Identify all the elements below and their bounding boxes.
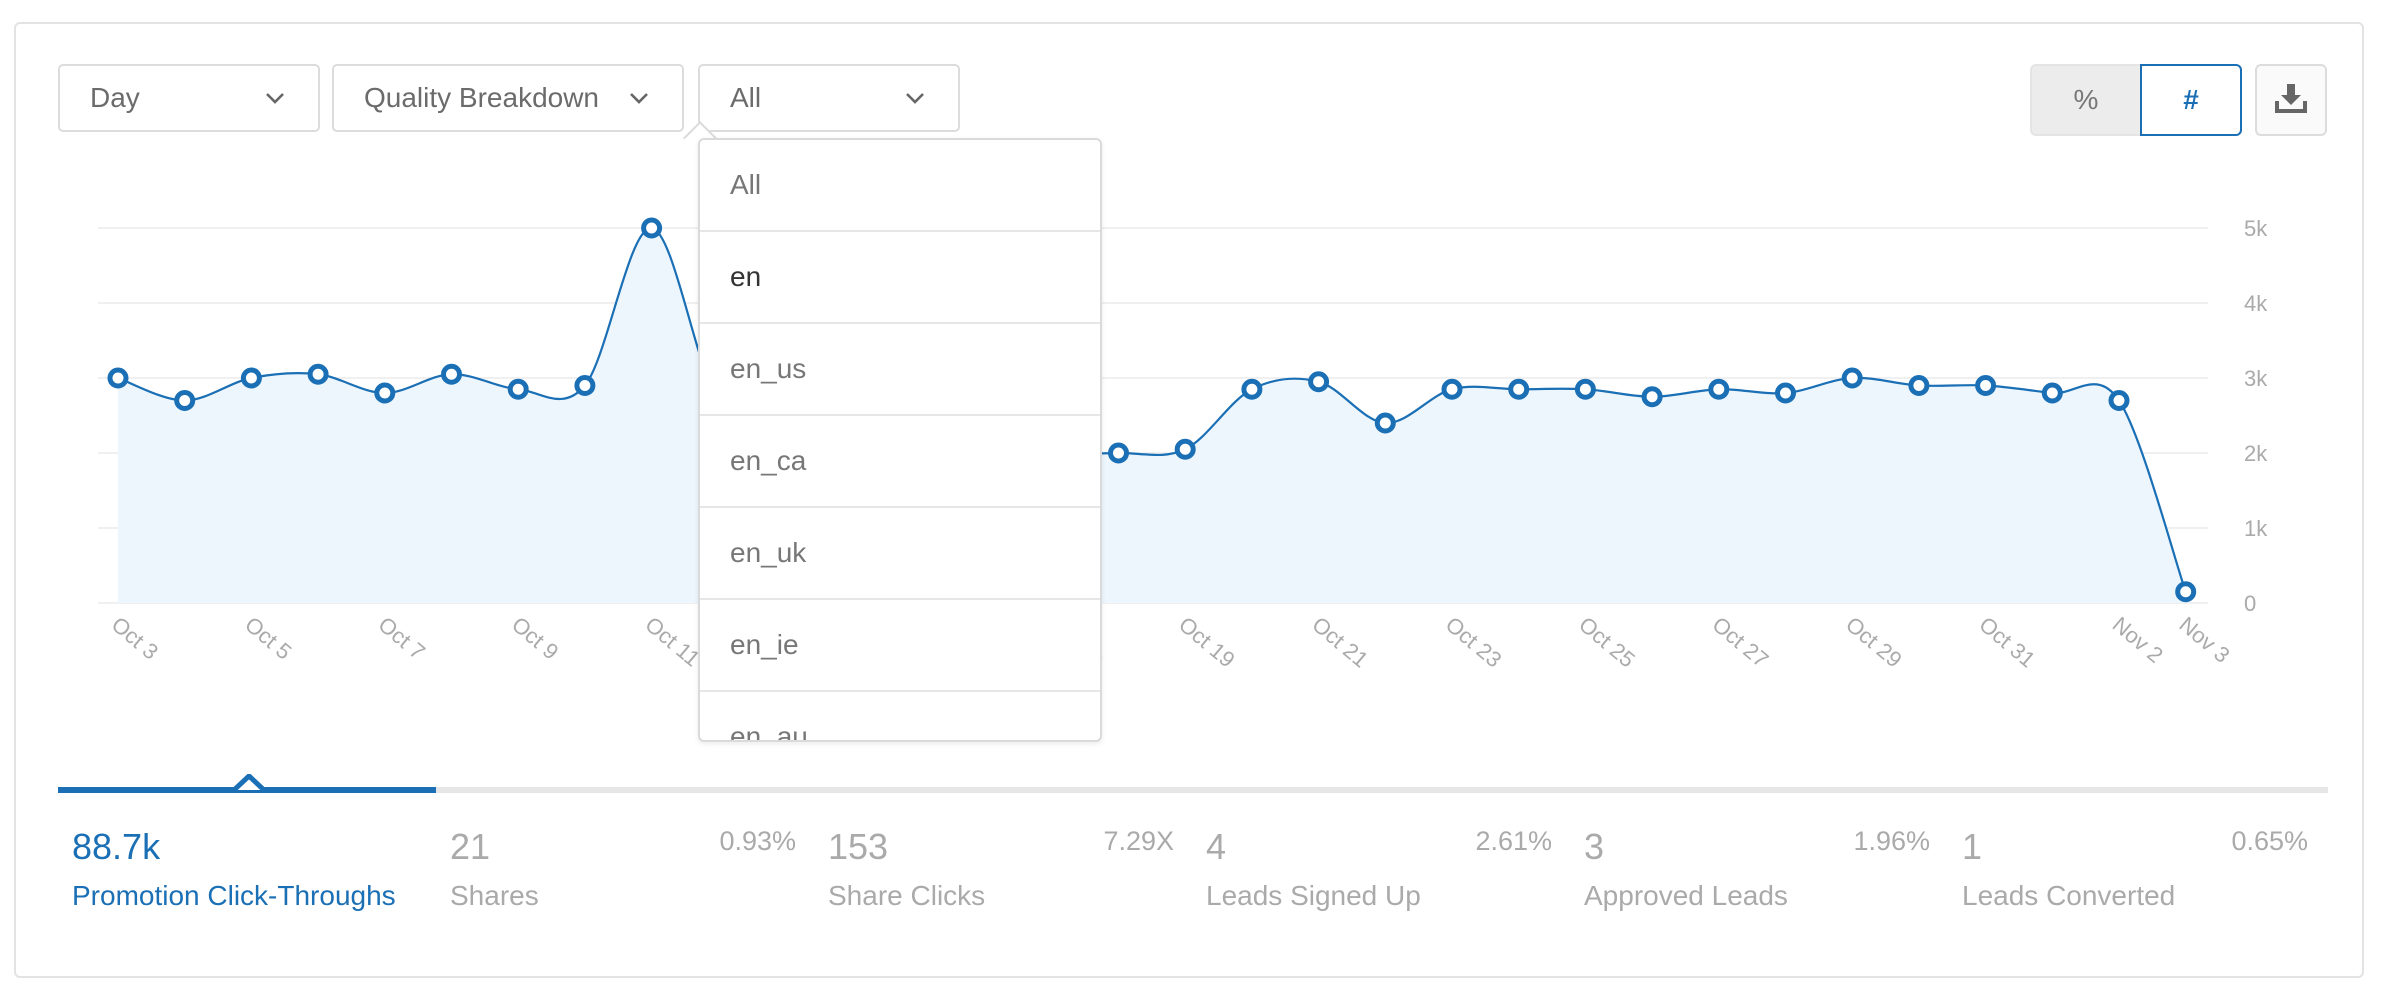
locale-option-en_us[interactable]: en_us <box>700 324 1100 416</box>
metric-label: Promotion Click-Throughs <box>72 880 396 911</box>
data-point[interactable] <box>1908 375 1930 396</box>
metric-ratio: 0.93% <box>719 826 796 856</box>
y-axis-ticks: 5k 4k 3k 2k 1k 0 <box>2244 216 2268 616</box>
data-point[interactable] <box>1174 438 1196 460</box>
chart-points <box>107 217 2197 603</box>
data-point[interactable] <box>574 375 596 396</box>
metric-tab[interactable]: 21 Shares 0.93% <box>436 820 806 920</box>
metric-tab[interactable]: 88.7k Promotion Click-Throughs <box>58 820 428 920</box>
y-tick-label: 0 <box>2244 591 2256 616</box>
data-point[interactable] <box>1308 371 1330 393</box>
metric-tab-track <box>58 787 2328 793</box>
data-point[interactable] <box>641 217 663 239</box>
metric-label: Leads Signed Up <box>1206 880 1421 911</box>
metric-ratio: 7.29X <box>1103 826 1174 856</box>
y-tick-label: 4k <box>2244 291 2268 316</box>
percent-toggle[interactable]: % <box>2030 64 2142 136</box>
data-point[interactable] <box>507 378 529 400</box>
metric-value: 4 <box>1206 826 1227 867</box>
metric-label: Leads Converted <box>1962 880 2176 911</box>
y-tick-label: 5k <box>2244 216 2268 241</box>
metric-tab[interactable]: 4 Leads Signed Up 2.61% <box>1192 820 1562 920</box>
locale-option-en_au[interactable]: en_au <box>700 692 1100 740</box>
x-tick-label: Oct 5 <box>240 612 296 665</box>
metric-tab[interactable]: 1 Leads Converted 0.65% <box>1948 820 2318 920</box>
metric-value: 21 <box>450 826 491 867</box>
y-tick-label: 2k <box>2244 441 2268 466</box>
data-point[interactable] <box>107 367 129 389</box>
data-point[interactable] <box>2108 390 2130 411</box>
data-point[interactable] <box>1441 378 1463 400</box>
x-tick-label: Nov 2 <box>2108 612 2168 668</box>
locale-option-All[interactable]: All <box>700 140 1100 232</box>
x-tick-label: Oct 25 <box>1574 612 1640 673</box>
x-tick-label: Oct 7 <box>374 612 430 665</box>
data-point[interactable] <box>307 363 329 385</box>
x-tick-label: Oct 3 <box>107 612 163 665</box>
period-dropdown-label: Day <box>90 82 140 113</box>
data-point[interactable] <box>1374 412 1396 434</box>
download-button[interactable] <box>2255 64 2327 136</box>
data-point[interactable] <box>174 390 196 411</box>
data-point[interactable] <box>1975 375 1997 396</box>
data-point[interactable] <box>1775 382 1796 404</box>
data-point[interactable] <box>240 367 262 389</box>
locale-option-en[interactable]: en <box>700 232 1100 324</box>
data-point[interactable] <box>374 382 396 404</box>
metric-value: 1 <box>1962 826 1983 867</box>
chart-area-fill <box>118 227 2186 603</box>
x-tick-label: Nov 3 <box>2174 612 2234 668</box>
locale-dropdown-menu: All en en_us en_ca en_uk en_ie en_au <box>698 138 1102 742</box>
chevron-down-icon <box>902 85 928 111</box>
breakdown-dropdown-label: Quality Breakdown <box>364 82 600 113</box>
chevron-down-icon <box>626 85 652 111</box>
locale-dropdown-label: All <box>730 82 762 113</box>
line-chart: 5k 4k 3k 2k 1k 0 Oct 3 Oct 5 Oct 7 Oct 9 Oct 11 Oc… <box>98 216 2268 673</box>
metric-value: 88.7k <box>72 826 161 867</box>
x-tick-label: Oct 19 <box>1174 612 1240 673</box>
x-tick-label: Oct 21 <box>1307 612 1373 673</box>
locale-dropdown[interactable]: All <box>698 64 960 132</box>
period-dropdown[interactable]: Day <box>58 64 320 132</box>
metric-ratio: 0.65% <box>2231 826 2308 856</box>
data-point[interactable] <box>1641 386 1663 408</box>
x-tick-label: Oct 31 <box>1974 612 2040 673</box>
metric-label: Shares <box>450 880 539 911</box>
metric-ratio: 1.96% <box>1853 826 1930 856</box>
y-tick-label: 3k <box>2244 366 2268 391</box>
active-tab-caret-icon <box>232 772 266 804</box>
x-tick-label: Oct 11 <box>640 612 704 672</box>
data-point[interactable] <box>2175 581 2197 603</box>
breakdown-dropdown[interactable]: Quality Breakdown <box>332 64 684 132</box>
data-point[interactable] <box>441 363 462 385</box>
data-point[interactable] <box>1708 378 1730 400</box>
metric-ratio: 2.61% <box>1475 826 1552 856</box>
metric-value: 153 <box>828 826 889 867</box>
x-tick-label: Oct 9 <box>507 612 563 665</box>
data-point[interactable] <box>1841 367 1863 389</box>
locale-option-en_uk[interactable]: en_uk <box>700 508 1100 600</box>
x-tick-label: Oct 27 <box>1708 612 1774 673</box>
metric-label: Approved Leads <box>1584 880 1788 911</box>
locale-option-en_ie[interactable]: en_ie <box>700 600 1100 692</box>
data-point[interactable] <box>1241 378 1263 400</box>
data-point[interactable] <box>2041 382 2063 404</box>
data-point[interactable] <box>1508 378 1530 400</box>
metric-value: 3 <box>1584 826 1605 867</box>
y-tick-label: 1k <box>2244 516 2268 541</box>
data-point[interactable] <box>1574 378 1596 400</box>
download-icon <box>2274 81 2308 120</box>
metric-label: Share Clicks <box>828 880 986 911</box>
count-toggle[interactable]: # <box>2140 64 2242 136</box>
data-point[interactable] <box>1108 442 1129 464</box>
x-tick-label: Oct 29 <box>1841 612 1907 673</box>
metric-tab[interactable]: 3 Approved Leads 1.96% <box>1570 820 1940 920</box>
metric-tab[interactable]: 153 Share Clicks 7.29X <box>814 820 1184 920</box>
x-tick-label: Oct 23 <box>1441 612 1507 673</box>
locale-option-en_ca[interactable]: en_ca <box>700 416 1100 508</box>
chevron-down-icon <box>262 85 288 111</box>
